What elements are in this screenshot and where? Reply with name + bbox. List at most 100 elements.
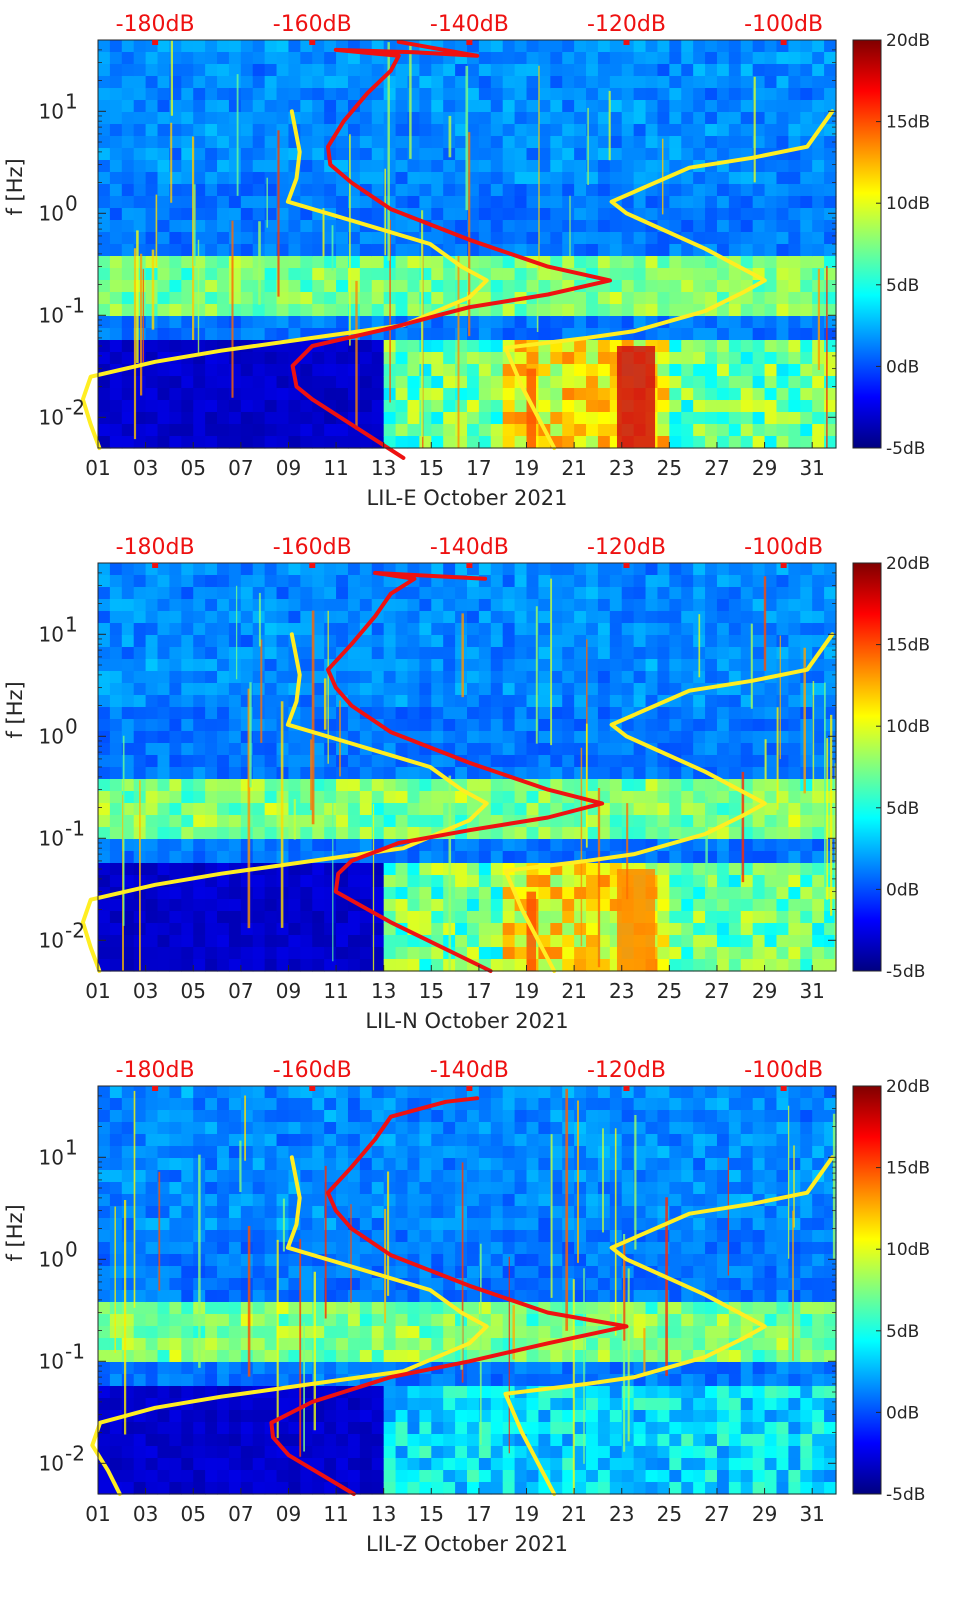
x-tick-label: 05 <box>180 456 205 480</box>
top-axis-db-label: -120dB <box>587 12 666 37</box>
x-tick-label: 15 <box>419 456 444 480</box>
y-tick-label: 10 <box>39 405 64 429</box>
colorbar-gradient <box>852 39 882 449</box>
y-tick-label: 10 <box>39 99 64 123</box>
top-tick-mark <box>780 1086 787 1091</box>
y-tick-label: 10 <box>39 303 64 327</box>
colorbar-tick-label: 15dB <box>886 636 930 656</box>
top-tick-mark <box>152 40 159 45</box>
x-tick-label: 07 <box>228 979 253 1003</box>
colorbar-tick-label: 20dB <box>886 31 930 51</box>
colorbar-tick-label: 20dB <box>886 554 930 574</box>
top-tick-mark <box>780 563 787 568</box>
high-energy-block <box>616 869 656 971</box>
x-tick-label: 13 <box>371 979 396 1003</box>
y-tick-label: 10 <box>39 724 64 748</box>
top-tick-mark <box>623 40 630 45</box>
x-tick-label: 05 <box>180 1502 205 1526</box>
colorbar: 20dB 15dB 10dB 5dB 0dB -5dB <box>852 1077 930 1505</box>
x-tick-label: 09 <box>276 979 301 1003</box>
top-axis-db-label: -180dB <box>116 12 195 37</box>
x-tick-label: 25 <box>657 456 682 480</box>
x-tick-label: 19 <box>514 1502 539 1526</box>
top-tick-mark <box>623 1086 630 1091</box>
x-tick-label: 07 <box>228 1502 253 1526</box>
top-axis-db-label: -180dB <box>116 535 195 560</box>
top-axis-db-label: -120dB <box>587 1058 666 1083</box>
colorbar-tick-label: 10dB <box>886 1240 930 1260</box>
x-tick-label: 27 <box>704 456 729 480</box>
x-tick-label: 27 <box>704 1502 729 1526</box>
x-tick-label: 15 <box>419 979 444 1003</box>
colorbar-tick-label: 15dB <box>886 1159 930 1179</box>
x-tick-label: 13 <box>371 1502 396 1526</box>
high-energy-block <box>616 346 656 448</box>
y-tick-exponent: 1 <box>65 89 78 113</box>
top-tick-mark <box>466 1086 473 1091</box>
x-tick-label: 23 <box>609 979 634 1003</box>
y-axis-label: f [Hz] <box>3 1204 27 1261</box>
x-tick-label: 15 <box>419 1502 444 1526</box>
y-tick-exponent: 0 <box>65 191 78 215</box>
x-tick-label: 31 <box>799 1502 824 1526</box>
x-tick-label: 03 <box>133 456 158 480</box>
x-tick-label: 13 <box>371 456 396 480</box>
y-tick-exponent: 0 <box>65 1237 78 1261</box>
colorbar-tick-label: 0dB <box>886 880 919 900</box>
x-tick-label: 25 <box>657 979 682 1003</box>
top-tick-mark <box>466 40 473 45</box>
x-tick-label: 19 <box>514 979 539 1003</box>
top-axis-db-label: -140dB <box>430 535 509 560</box>
y-tick-label: 10 <box>39 1349 64 1373</box>
y-tick-exponent: 1 <box>65 1135 78 1159</box>
colorbar-tick-label: 20dB <box>886 1077 930 1097</box>
x-tick-label: 01 <box>85 979 110 1003</box>
x-tick-label: 03 <box>133 979 158 1003</box>
yellow-curve-1 <box>80 632 489 973</box>
top-axis-db-label: -160dB <box>273 535 352 560</box>
colorbar-tick-label: 0dB <box>886 1403 919 1423</box>
y-tick-label: 10 <box>39 622 64 646</box>
x-tick-label: 23 <box>609 1502 634 1526</box>
x-tick-label: 09 <box>276 1502 301 1526</box>
colorbar-tick-label: 10dB <box>886 194 930 214</box>
yellow-curve-1 <box>80 109 489 450</box>
x-axis-label: LIL-N October 2021 <box>365 1009 568 1033</box>
top-tick-mark <box>152 1086 159 1091</box>
top-axis-db-label: -120dB <box>587 535 666 560</box>
x-tick-label: 17 <box>466 456 491 480</box>
top-tick-mark <box>466 563 473 568</box>
colorbar-tick-label: 5dB <box>886 1322 919 1342</box>
top-tick-mark <box>152 563 159 568</box>
top-tick-mark <box>309 1086 316 1091</box>
x-tick-label: 29 <box>752 1502 777 1526</box>
colorbar: 20dB 15dB 10dB 5dB 0dB -5dB <box>852 554 930 982</box>
colorbar-tick-label: 5dB <box>886 276 919 296</box>
y-tick-label: 10 <box>39 928 64 952</box>
x-tick-label: 01 <box>85 456 110 480</box>
y-tick-exponent: 0 <box>65 714 78 738</box>
x-tick-label: 19 <box>514 456 539 480</box>
x-tick-label: 03 <box>133 1502 158 1526</box>
y-tick-label: 10 <box>39 201 64 225</box>
colorbar-gradient <box>852 1085 882 1495</box>
top-tick-mark <box>309 40 316 45</box>
x-tick-label: 21 <box>561 456 586 480</box>
x-tick-label: 25 <box>657 1502 682 1526</box>
colorbar-tick-label: -5dB <box>886 439 925 459</box>
colorbar-tick-label: 15dB <box>886 113 930 133</box>
y-tick-exponent: -1 <box>65 1339 85 1363</box>
x-tick-label: 11 <box>323 456 348 480</box>
top-axis-db-label: -180dB <box>116 1058 195 1083</box>
colorbar-tick-label: 0dB <box>886 357 919 377</box>
x-tick-label: 21 <box>561 1502 586 1526</box>
colorbar-gradient <box>852 562 882 972</box>
x-tick-label: 17 <box>466 1502 491 1526</box>
x-axis-label: LIL-E October 2021 <box>367 486 568 510</box>
yellow-curve-2 <box>503 109 835 450</box>
heatmap-field <box>98 563 837 972</box>
y-tick-label: 10 <box>39 1145 64 1169</box>
heatmap-field <box>98 1086 837 1495</box>
